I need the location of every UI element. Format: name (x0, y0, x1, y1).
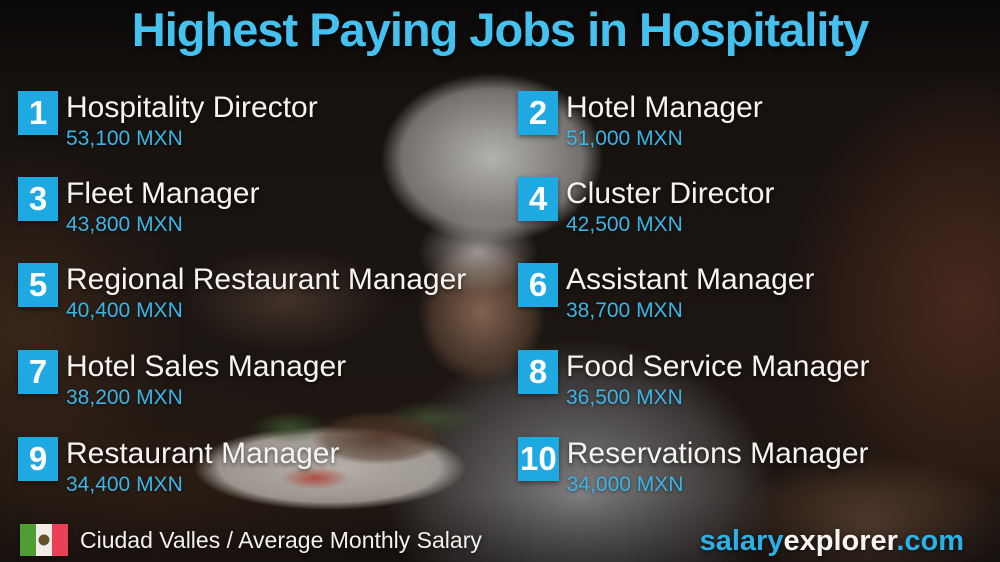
job-item-1: 1 Hospitality Director 53,100 MXN (18, 91, 318, 151)
mexico-flag-icon (20, 524, 68, 556)
flag-green-stripe (20, 524, 36, 556)
job-title: Reservations Manager (566, 437, 869, 470)
location-caption: Ciudad Valles / Average Monthly Salary (80, 527, 482, 553)
rank-badge: 6 (518, 263, 558, 307)
job-title: Hospitality Director (66, 91, 318, 124)
job-text: Restaurant Manager 34,400 MXN (66, 437, 340, 497)
job-text: Reservations Manager 34,000 MXN (567, 437, 869, 497)
job-title: Regional Restaurant Manager (66, 263, 467, 296)
job-title: Assistant Manager (566, 263, 815, 296)
job-text: Cluster Director 42,500 MXN (566, 177, 774, 237)
job-text: Hotel Manager 51,000 MXN (566, 91, 763, 151)
job-salary: 53,100 MXN (66, 127, 183, 150)
site-logo-salary: salary (699, 525, 784, 557)
job-title: Restaurant Manager (66, 437, 340, 470)
job-salary: 34,000 MXN (566, 473, 684, 496)
rank-badge: 5 (18, 263, 58, 307)
job-text: Regional Restaurant Manager 40,400 MXN (66, 263, 466, 323)
rank-badge: 4 (518, 177, 558, 221)
job-salary: 36,500 MXN (566, 386, 683, 409)
job-item-10: 10 Reservations Manager 34,000 MXN (518, 437, 869, 497)
job-salary: 43,800 MXN (66, 213, 183, 236)
rank-badge: 7 (18, 350, 58, 394)
flag-emblem-icon (38, 534, 50, 546)
site-logo-com: .com (896, 525, 964, 557)
rank-badge: 3 (18, 177, 58, 221)
job-text: Hospitality Director 53,100 MXN (66, 91, 318, 151)
job-title: Cluster Director (566, 177, 775, 210)
job-item-9: 9 Restaurant Manager 34,400 MXN (18, 437, 340, 497)
rank-badge: 9 (18, 437, 58, 481)
site-logo: salaryexplorer.com (700, 525, 964, 558)
job-salary: 38,200 MXN (66, 386, 183, 409)
job-item-3: 3 Fleet Manager 43,800 MXN (18, 177, 259, 237)
job-salary: 40,400 MXN (66, 299, 183, 322)
job-text: Hotel Sales Manager 38,200 MXN (66, 350, 346, 410)
job-title: Hotel Manager (566, 91, 763, 124)
job-item-4: 4 Cluster Director 42,500 MXN (518, 177, 774, 237)
job-salary: 51,000 MXN (566, 127, 683, 150)
page-title: Highest Paying Jobs in Hospitality (131, 3, 869, 56)
rank-badge: 10 (518, 437, 559, 481)
job-salary: 38,700 MXN (566, 299, 683, 322)
flag-red-stripe (52, 524, 68, 556)
rank-badge: 1 (18, 91, 58, 135)
job-text: Food Service Manager 36,500 MXN (566, 350, 870, 410)
job-text: Fleet Manager 43,800 MXN (66, 177, 259, 237)
job-item-7: 7 Hotel Sales Manager 38,200 MXN (18, 350, 346, 410)
job-title: Hotel Sales Manager (66, 350, 347, 383)
job-item-2: 2 Hotel Manager 51,000 MXN (518, 91, 763, 151)
site-logo-explorer: explorer (783, 525, 897, 557)
rank-badge: 8 (518, 350, 558, 394)
job-text: Assistant Manager 38,700 MXN (566, 263, 814, 323)
flag-white-stripe (36, 524, 52, 556)
job-item-5: 5 Regional Restaurant Manager 40,400 MXN (18, 263, 466, 323)
job-item-6: 6 Assistant Manager 38,700 MXN (518, 263, 814, 323)
job-item-8: 8 Food Service Manager 36,500 MXN (518, 350, 870, 410)
job-salary: 34,400 MXN (66, 473, 183, 496)
job-title: Food Service Manager (566, 350, 870, 383)
rank-badge: 2 (518, 91, 558, 135)
job-title: Fleet Manager (66, 177, 260, 210)
job-salary: 42,500 MXN (566, 213, 683, 236)
